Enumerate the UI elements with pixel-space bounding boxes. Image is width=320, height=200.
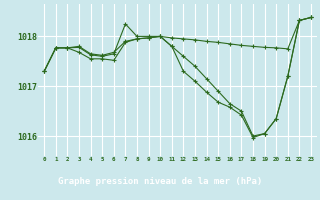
Text: Graphe pression niveau de la mer (hPa): Graphe pression niveau de la mer (hPa) (58, 178, 262, 186)
